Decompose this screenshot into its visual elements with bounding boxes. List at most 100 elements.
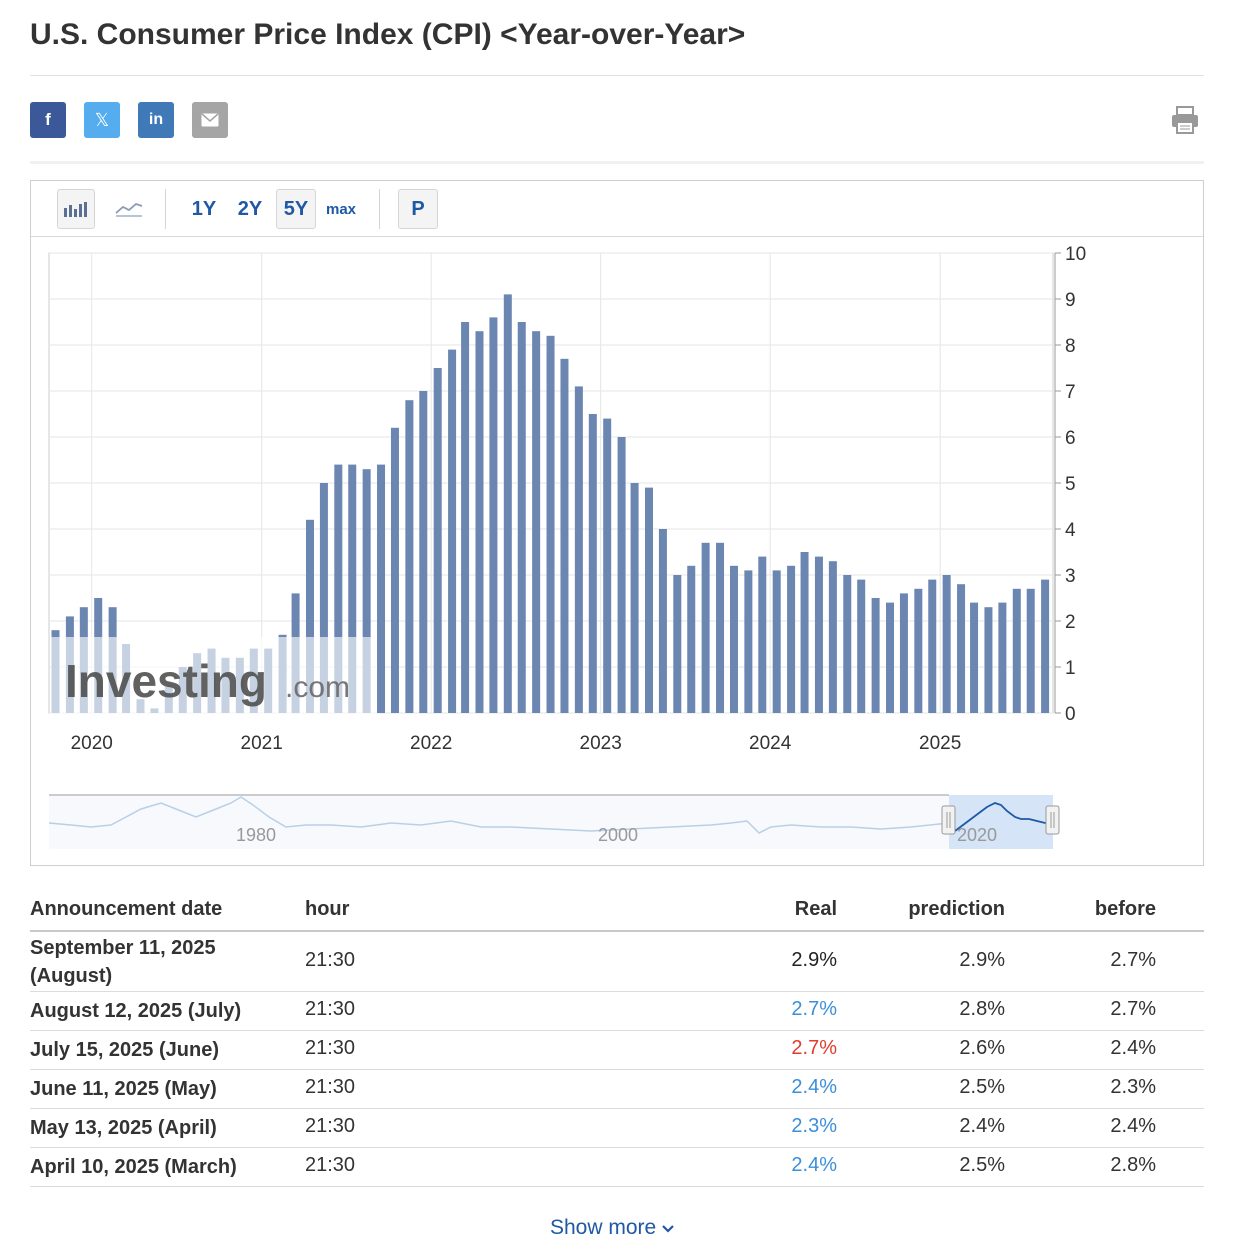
toolbar-separator — [379, 189, 380, 229]
watermark-suffix: .com — [285, 671, 350, 704]
cpi-bar[interactable] — [560, 358, 569, 713]
cpi-bar[interactable] — [433, 368, 442, 713]
cpi-bar[interactable] — [1012, 588, 1021, 713]
x-tick-label: 2025 — [919, 733, 961, 754]
cpi-bar[interactable] — [1041, 579, 1050, 713]
row-real: 2.7% — [791, 998, 837, 1020]
range-button-5y[interactable]: 5Y — [276, 189, 316, 229]
cpi-bar[interactable] — [871, 598, 880, 713]
email-share-button[interactable] — [192, 102, 228, 138]
row-before: 2.7% — [1110, 998, 1156, 1020]
cpi-bar[interactable] — [998, 602, 1007, 713]
cpi-bar[interactable] — [758, 556, 767, 713]
cpi-bar[interactable] — [828, 561, 837, 713]
facebook-share-button[interactable]: f — [30, 102, 66, 138]
range-button-max[interactable]: max — [321, 189, 361, 229]
cpi-bar[interactable] — [772, 570, 781, 713]
cpi-bar[interactable] — [503, 294, 512, 713]
cpi-bar[interactable] — [658, 529, 667, 713]
cpi-bar[interactable] — [1026, 588, 1035, 713]
navigator-left-handle[interactable] — [941, 805, 956, 835]
row-date-line: June 11, 2025 (May) — [30, 1078, 217, 1100]
show-more-link[interactable]: Show more — [550, 1216, 674, 1240]
cpi-bar[interactable] — [957, 584, 966, 713]
range-button-label: 1Y — [191, 197, 217, 220]
cpi-bar[interactable] — [843, 575, 852, 713]
cpi-bar[interactable] — [362, 469, 371, 713]
header-before: before — [1094, 898, 1156, 920]
cpi-bar[interactable] — [390, 427, 399, 713]
cpi-bar[interactable] — [687, 565, 696, 713]
cpi-bar[interactable] — [546, 335, 555, 713]
chart-toolbar: 1Y 2Y 5Y max P — [31, 181, 1203, 237]
cpi-bar[interactable] — [886, 602, 895, 713]
line-chart-icon — [115, 202, 143, 217]
cpi-bar[interactable] — [448, 349, 457, 713]
cpi-bar[interactable] — [574, 386, 583, 713]
cpi-bar[interactable] — [377, 464, 386, 713]
table-row: August 12, 2025 (July) 21:30 2.7% 2.8% 2.7% — [30, 992, 1204, 1031]
cpi-bar[interactable] — [630, 483, 639, 713]
cpi-bar[interactable] — [305, 519, 314, 713]
row-date: April 10, 2025 (March) — [30, 1153, 237, 1181]
cpi-bar[interactable] — [405, 400, 414, 713]
y-tick-label: 10 — [1065, 244, 1086, 265]
cpi-bar[interactable] — [942, 575, 951, 713]
y-tick-label: 5 — [1065, 474, 1076, 495]
cpi-bar[interactable] — [814, 556, 823, 713]
range-button-2y[interactable]: 2Y — [229, 189, 271, 229]
bar-chart-button[interactable] — [57, 189, 95, 229]
cpi-bar[interactable] — [617, 437, 626, 713]
row-hour: 21:30 — [305, 1115, 356, 1137]
row-date: July 15, 2025 (June) — [30, 1036, 219, 1064]
cpi-bar[interactable] — [787, 565, 796, 713]
cpi-bar[interactable] — [928, 579, 937, 713]
row-prediction: 2.6% — [959, 1037, 1005, 1059]
y-tick-label: 9 — [1065, 290, 1076, 311]
cpi-bar[interactable] — [899, 593, 908, 713]
cpi-bar[interactable] — [319, 483, 328, 713]
y-tick-label: 8 — [1065, 336, 1076, 357]
cpi-bar[interactable] — [857, 579, 866, 713]
linkedin-share-button[interactable]: in — [138, 102, 174, 138]
time-navigator[interactable]: 1980 2000 2020 — [31, 781, 1203, 851]
range-button-1y[interactable]: 1Y — [183, 189, 225, 229]
cpi-bar[interactable] — [970, 602, 979, 713]
cpi-bar[interactable] — [644, 487, 653, 713]
cpi-bar[interactable] — [673, 575, 682, 713]
envelope-icon — [201, 113, 219, 127]
row-before: 2.4% — [1110, 1037, 1156, 1059]
print-icon[interactable] — [1170, 104, 1200, 136]
cpi-bar[interactable] — [532, 331, 541, 713]
cpi-bar[interactable] — [984, 607, 993, 713]
line-chart-button[interactable] — [109, 189, 149, 229]
cpi-bar[interactable] — [419, 391, 428, 713]
row-real: 2.7% — [791, 1037, 837, 1059]
cpi-bar[interactable] — [701, 542, 710, 713]
cpi-bar[interactable] — [800, 552, 809, 713]
cpi-bar[interactable] — [914, 588, 923, 713]
cpi-bar[interactable] — [489, 317, 498, 713]
row-date-line: April 10, 2025 (March) — [30, 1156, 237, 1178]
cpi-bar[interactable] — [348, 464, 357, 713]
cpi-bar[interactable] — [729, 565, 738, 713]
share-divider — [30, 161, 1204, 164]
p-button[interactable]: P — [398, 189, 438, 229]
cpi-bar[interactable] — [461, 322, 470, 713]
cpi-bar[interactable] — [588, 414, 597, 713]
cpi-bar[interactable] — [334, 464, 343, 713]
x-tick-label: 2021 — [241, 733, 283, 754]
page-title: U.S. Consumer Price Index (CPI) <Year-ov… — [30, 18, 746, 51]
cpi-bar[interactable] — [517, 322, 526, 713]
watermark-brand: Investing — [65, 655, 267, 707]
header-real: Real — [794, 898, 837, 920]
navigator-right-handle[interactable] — [1045, 805, 1060, 835]
row-real: 2.4% — [791, 1076, 837, 1098]
cpi-bar[interactable] — [716, 542, 725, 713]
x-share-button[interactable]: 𝕏 — [84, 102, 120, 138]
cpi-bar[interactable] — [603, 418, 612, 713]
row-real: 2.4% — [791, 1154, 837, 1176]
cpi-bar[interactable] — [475, 331, 484, 713]
x-tick-label: 2024 — [749, 733, 792, 754]
cpi-bar[interactable] — [744, 570, 753, 713]
